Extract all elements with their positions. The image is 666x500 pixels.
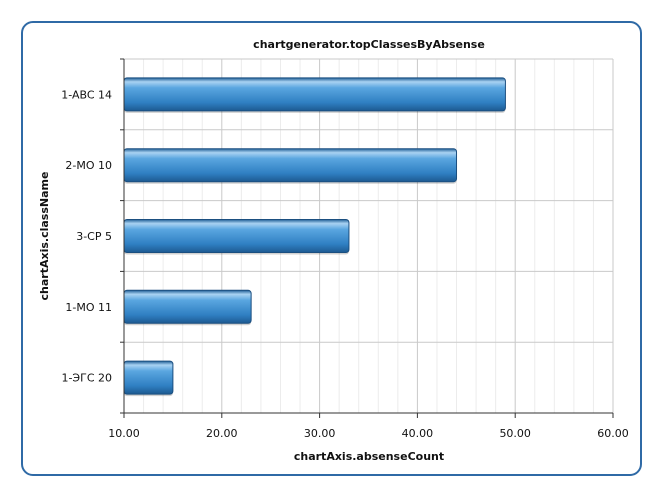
y-tick-labels: 1-ABC 14 2-MO 10 3-CP 5 1-MO 11 1-ЭГС 20: [61, 58, 124, 414]
x-tick-labels: 10.00 20.00 30.00 40.00 50.00 60.00: [108, 413, 629, 440]
x-tick-label: 60.00: [597, 427, 629, 440]
y-tick-label: 1-ЭГС 20: [61, 372, 112, 385]
bar: [123, 360, 174, 395]
bar: [123, 219, 350, 253]
y-tick-label: 1-ABC 14: [61, 88, 112, 101]
x-axis-label: chartAxis.absenseCount: [294, 450, 444, 463]
x-tick-label: 40.00: [402, 427, 434, 440]
y-tick-label: 3-CP 5: [76, 230, 112, 243]
bar: [123, 77, 506, 112]
y-tick-label: 2-MO 10: [65, 159, 112, 172]
y-axis-label: chartAxis.className: [38, 172, 51, 301]
bar: [123, 289, 252, 324]
x-tick-label: 20.00: [206, 427, 238, 440]
x-tick-label: 30.00: [304, 427, 336, 440]
y-tick-label: 1-MO 11: [65, 301, 112, 314]
bar: [123, 148, 458, 183]
x-tick-label: 10.00: [108, 427, 140, 440]
chart-title: chartgenerator.topClassesByAbsense: [253, 38, 485, 51]
bars: [123, 77, 506, 397]
x-tick-label: 50.00: [499, 427, 531, 440]
